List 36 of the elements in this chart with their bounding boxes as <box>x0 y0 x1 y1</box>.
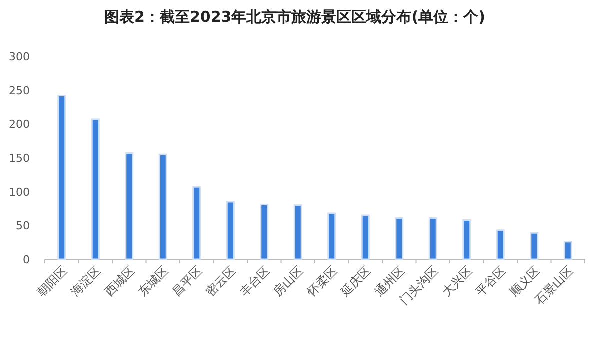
bar <box>530 232 539 260</box>
chart-title: 图表2：截至2023年北京市旅游景区区域分布(单位：个) <box>104 8 486 26</box>
bar <box>158 154 168 260</box>
x-tick-label: 怀柔区 <box>304 264 340 300</box>
bar <box>125 152 134 260</box>
bar <box>564 241 572 260</box>
y-tick-label: 300 <box>9 50 30 64</box>
x-tick-label: 昌平区 <box>170 264 205 300</box>
y-tick-label: 200 <box>9 118 30 132</box>
bar <box>294 204 302 260</box>
x-tick-label: 东城区 <box>136 264 172 300</box>
x-tick-label: 丰台区 <box>237 264 272 300</box>
bar <box>361 214 370 260</box>
y-tick-label: 50 <box>16 220 30 233</box>
x-tick-label: 延庆区 <box>338 264 374 300</box>
bar <box>328 212 336 260</box>
y-tick-label: 150 <box>9 152 30 165</box>
bar <box>226 201 235 260</box>
bar <box>91 118 100 260</box>
bar <box>58 94 66 260</box>
x-tick-label: 大兴区 <box>440 264 475 300</box>
y-tick-label: 100 <box>9 186 30 199</box>
x-tick-label: 平谷区 <box>473 264 509 300</box>
bar <box>192 186 202 260</box>
x-tick-label: 西城区 <box>102 264 138 300</box>
x-tick-label: 朝阳区 <box>34 264 70 300</box>
bar <box>496 230 505 260</box>
bar <box>462 220 472 260</box>
x-tick-label: 房山区 <box>270 264 306 300</box>
bar <box>260 204 269 260</box>
y-tick-label: 0 <box>23 254 30 266</box>
x-tick-label: 密云区 <box>203 264 239 300</box>
x-tick-label: 海淀区 <box>68 264 104 300</box>
bar <box>395 217 404 260</box>
y-tick-label: 250 <box>9 84 30 98</box>
bar <box>428 217 438 260</box>
